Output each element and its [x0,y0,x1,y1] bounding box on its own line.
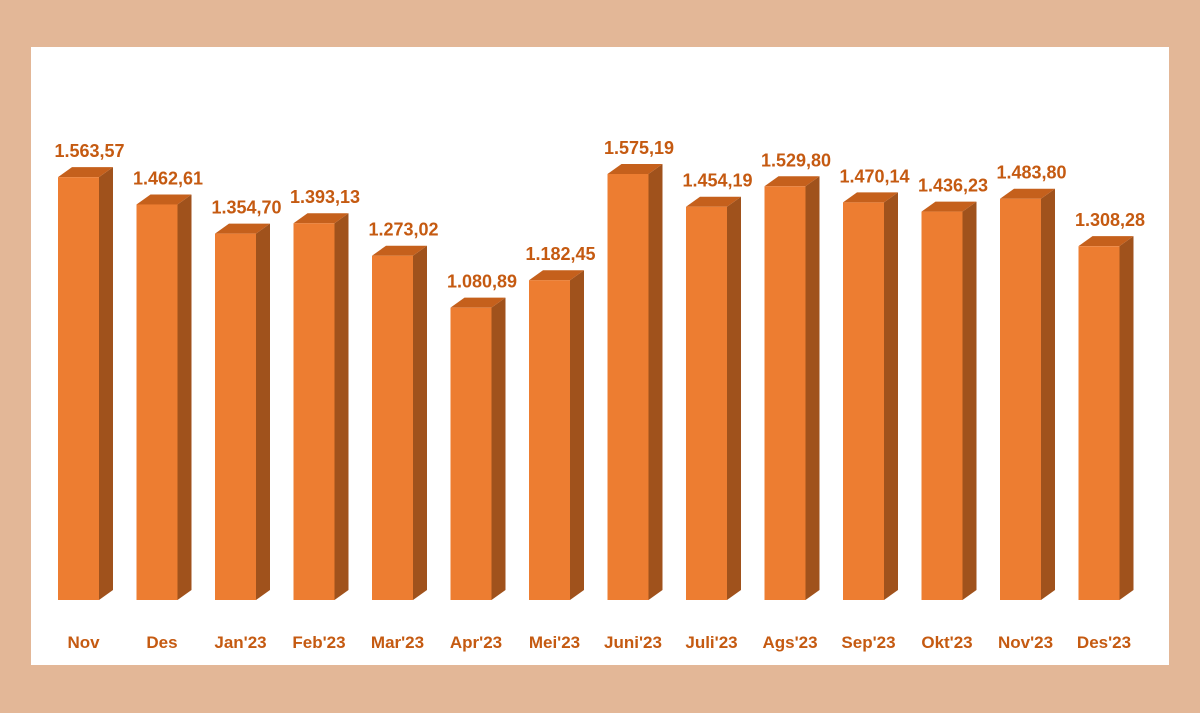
bar-1 [58,167,113,600]
bar-9 [686,196,741,600]
bar-side-2 [177,194,192,600]
category-label-7: Mei'23 [529,633,580,652]
bar-5 [372,245,427,601]
data-label-8: 1.575,19 [604,138,674,158]
category-label-9: Juli'23 [685,633,737,652]
bar-top-5 [372,245,427,256]
bar-4 [293,213,349,601]
bar-side-1 [99,167,113,600]
category-label-13: Nov'23 [998,633,1053,652]
bar-side-9 [727,196,741,600]
bar-front-14 [1078,246,1120,601]
data-label-14: 1.308,28 [1075,210,1145,230]
bar-top-1 [58,167,113,178]
bar-front-7 [529,280,570,600]
bar-top-14 [1078,236,1134,247]
bar-3 [215,223,270,600]
bar-front-5 [372,255,413,601]
bar-side-5 [413,245,427,601]
bar-side-12 [962,201,977,600]
data-label-9: 1.454,19 [682,171,752,191]
bar-front-12 [921,211,963,600]
bar-top-4 [293,213,349,224]
category-label-10: Ags'23 [762,633,817,652]
bar-side-7 [570,270,584,600]
category-label-5: Mar'23 [371,633,424,652]
bar-top-13 [1000,188,1055,199]
bar-side-14 [1119,236,1134,601]
category-label-2: Des [146,633,177,652]
bar-top-6 [450,297,506,308]
bar-6 [450,297,506,600]
bar-side-8 [648,164,663,600]
bar-side-4 [334,213,349,601]
bar-top-12 [921,201,977,212]
bar-side-3 [256,223,270,600]
bar-side-11 [884,192,898,600]
data-label-13: 1.483,80 [996,163,1066,183]
data-label-11: 1.470,14 [839,166,909,186]
bar-10 [764,176,820,600]
category-label-3: Jan'23 [214,633,266,652]
data-label-10: 1.529,80 [761,150,831,170]
data-label-5: 1.273,02 [368,220,438,240]
bar-front-1 [58,177,99,600]
category-label-8: Juni'23 [604,633,662,652]
bar-front-6 [450,307,492,600]
bar-top-10 [764,176,820,187]
bar-7 [529,270,584,600]
bar-front-10 [764,186,806,600]
bar-2 [136,194,192,600]
bar-side-13 [1041,188,1055,601]
bar-top-7 [529,270,584,281]
data-label-7: 1.182,45 [525,244,595,264]
bar-14 [1078,236,1134,601]
bar-side-6 [491,297,506,600]
category-label-4: Feb'23 [292,633,345,652]
bar-top-2 [136,194,192,205]
category-label-6: Apr'23 [450,633,502,652]
bar-side-10 [805,176,820,600]
category-label-12: Okt'23 [921,633,972,652]
bar-top-8 [607,164,663,174]
bar-front-11 [843,202,884,600]
bar-11 [843,192,898,600]
category-label-14: Des'23 [1077,633,1131,652]
bar-top-11 [843,192,898,203]
bar-front-4 [293,223,335,601]
category-label-1: Nov [67,633,100,652]
data-label-6: 1.080,89 [447,272,517,292]
bar-13 [1000,188,1055,601]
bar-front-8 [607,174,649,600]
data-label-2: 1.462,61 [133,168,203,188]
bar-front-3 [215,233,256,600]
bar-front-2 [136,204,178,600]
category-label-11: Sep'23 [841,633,895,652]
bar-front-9 [686,206,727,600]
data-label-1: 1.563,57 [54,141,124,161]
bar-front-13 [1000,198,1041,601]
data-label-12: 1.436,23 [918,176,988,196]
bar-8 [607,164,663,600]
data-label-4: 1.393,13 [290,187,360,207]
bar-12 [921,201,977,600]
bar-top-9 [686,196,741,207]
bar-top-3 [215,223,270,234]
data-label-3: 1.354,70 [211,198,281,218]
